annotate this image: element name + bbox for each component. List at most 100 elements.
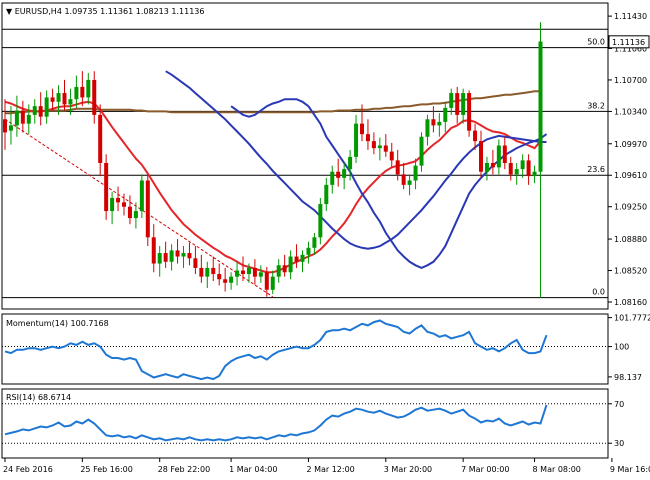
candle-body	[127, 206, 132, 219]
current-price-label: 1.11136	[612, 38, 645, 47]
y-tick-label: 1.10340	[614, 107, 647, 116]
candle-body	[145, 180, 150, 238]
momentum-y-tick-label: 101.7772	[614, 314, 650, 323]
candle-body	[520, 160, 525, 170]
momentum-y-tick-label: 98.137	[614, 373, 642, 382]
candle-body	[211, 267, 216, 275]
candle-body	[377, 145, 382, 149]
candle-body	[502, 145, 507, 163]
y-tick-label: 1.10700	[614, 76, 647, 85]
candle-body	[484, 162, 489, 172]
candle-body	[163, 253, 168, 262]
candle-body	[264, 272, 269, 290]
candle-body	[389, 151, 394, 161]
x-tick-label: 28 Feb 22:00	[158, 465, 210, 474]
price-plot-frame	[1, 2, 609, 310]
candle-body	[181, 253, 186, 257]
rsi-line	[4, 404, 548, 442]
candle-body	[26, 114, 31, 124]
fib-level-label: 50.0	[587, 38, 605, 47]
x-tick-label: 8 Mar 08:00	[533, 465, 581, 474]
candle-body	[223, 279, 228, 283]
candle-body	[8, 125, 13, 131]
candle-body	[246, 267, 251, 275]
candle-body	[455, 93, 460, 115]
y-tick-label: 1.11060	[614, 44, 647, 53]
candle-body	[282, 265, 287, 273]
y-tick-label: 1.08880	[614, 235, 647, 244]
candle-body	[508, 162, 513, 175]
header-symbol: EURUSD,H4	[15, 7, 62, 16]
candle-body	[401, 174, 406, 185]
candle-body	[365, 134, 370, 142]
candle-body	[56, 93, 61, 102]
header-high: 1.11361	[100, 7, 133, 16]
candle-body	[413, 165, 418, 181]
candle-body	[449, 93, 454, 108]
candle-body	[461, 93, 466, 115]
x-tick-label: 2 Mar 12:00	[306, 465, 354, 474]
candle-body	[139, 180, 144, 212]
momentum-panel: 101.7772 100 98.137	[1, 313, 650, 385]
trendline	[4, 118, 274, 298]
candle-body	[496, 145, 501, 168]
y-tick-label: 1.09610	[614, 171, 647, 180]
candle-body	[92, 79, 97, 115]
candle-body	[217, 274, 222, 280]
candle-body	[86, 79, 91, 98]
candle-body	[80, 86, 85, 98]
header-close: 1.11136	[171, 7, 204, 16]
y-tick-label: 1.11430	[614, 12, 647, 21]
fib-level-label: 23.6	[587, 165, 605, 174]
collapse-arrow-icon[interactable]: ▼	[6, 7, 13, 16]
candle-body	[300, 254, 305, 262]
candle-body	[294, 256, 299, 262]
candle-body	[318, 204, 323, 238]
x-tick-label: 25 Feb 16:00	[80, 465, 132, 474]
candle-body	[74, 86, 79, 100]
candle-body	[479, 141, 483, 172]
x-tick-label: 3 Mar 20:00	[384, 465, 432, 474]
momentum-line	[4, 319, 548, 381]
y-tick-label: 1.09970	[614, 140, 647, 149]
candle-body	[258, 272, 263, 277]
candle-body	[3, 119, 7, 133]
candle-body	[235, 270, 240, 277]
candle-body	[306, 247, 311, 255]
candle-body	[360, 123, 364, 135]
fib-level-label: 38.2	[587, 101, 605, 110]
candle-body	[38, 106, 43, 117]
price-panel: 1.11430 1.11060 1.10700 1.10340 1.09970 1.096…	[1, 2, 650, 310]
current-price-tag	[608, 35, 650, 49]
candle-body	[467, 93, 472, 131]
y-tick-label: 1.08160	[614, 298, 647, 307]
candle-body	[98, 114, 103, 163]
candle-body	[425, 119, 430, 137]
chart-header: ▼ EURUSD,H4 1.09735 1.11361 1.08213 1.11…	[6, 7, 204, 16]
fib-level-label: 0.0	[592, 288, 605, 297]
candle-body	[330, 171, 335, 185]
candle-body	[395, 160, 400, 175]
candle-body	[104, 162, 109, 212]
candle-body	[151, 237, 156, 264]
candle-body	[14, 110, 19, 126]
momentum-label: Momentum(14) 100.7168	[6, 319, 109, 328]
header-open: 1.09735	[64, 7, 97, 16]
candle-body	[383, 145, 388, 152]
candle-body	[229, 276, 234, 283]
candle-body	[431, 119, 436, 126]
x-tick-label: 24 Feb 2016	[3, 465, 53, 474]
candle-body	[50, 97, 55, 102]
candle-body	[133, 211, 138, 219]
candle-body	[532, 171, 537, 177]
candle-body	[490, 162, 495, 168]
y-tick-label: 1.08520	[614, 267, 647, 276]
candle-body	[336, 171, 341, 178]
time-axis: 24 Feb 2016 25 Feb 16:00 28 Feb 22:00 1 Mar…	[3, 458, 650, 474]
candle-body	[288, 256, 293, 273]
candle-body	[62, 93, 67, 105]
rsi-y-tick-label: 70	[614, 400, 624, 409]
x-tick-label: 1 Mar 04:00	[229, 465, 277, 474]
candle-body	[68, 99, 73, 105]
